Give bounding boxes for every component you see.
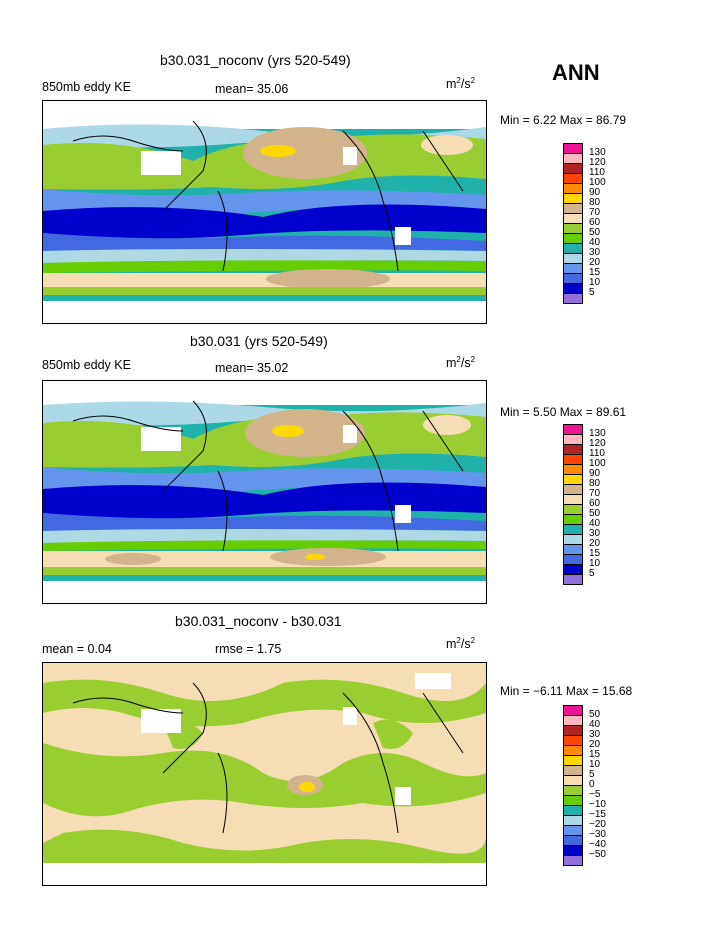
colorbar-level-label: 130 bbox=[589, 428, 606, 439]
colorbar-level-label: 10 bbox=[589, 277, 601, 288]
colorbar-level-label: 50 bbox=[589, 709, 601, 720]
colorbar-level-label: 10 bbox=[589, 759, 601, 770]
colorbar-level-label: 60 bbox=[589, 498, 601, 509]
colorbar-level-label: 30 bbox=[589, 247, 601, 258]
panel-1-title: b30.031_noconv (yrs 520-549) bbox=[160, 52, 351, 68]
colorbar-level-label: −50 bbox=[589, 849, 606, 860]
colorbar-level-label: 10 bbox=[589, 558, 601, 569]
colorbar-level-label: 0 bbox=[589, 779, 595, 790]
panel-3-minmax: Min = −6.11 Max = 15.68 bbox=[500, 684, 633, 698]
colorbar-level-label: 60 bbox=[589, 217, 601, 228]
colorbar-swatch bbox=[563, 855, 583, 866]
panel-3-units: m2/s2 bbox=[446, 636, 476, 652]
panel-3-mean-label: mean = 0.04 bbox=[42, 642, 112, 656]
colorbar-level-label: 15 bbox=[589, 749, 601, 760]
colorbar-level-label: −30 bbox=[589, 829, 606, 840]
colorbar-level-label: 70 bbox=[589, 207, 601, 218]
colorbar-level-label: 50 bbox=[589, 227, 601, 238]
panel-3-rmse-label: rmse = 1.75 bbox=[215, 642, 282, 656]
panel-2-minmax: Min = 5.50 Max = 89.61 bbox=[500, 405, 627, 419]
colorbar-level-label: 50 bbox=[589, 508, 601, 519]
colorbar-swatch bbox=[563, 574, 583, 585]
colorbar-level-label: 110 bbox=[589, 448, 605, 459]
colorbar-level-label: 20 bbox=[589, 538, 601, 549]
colorbar-level-label: 30 bbox=[589, 729, 601, 740]
colorbar-level-label: 40 bbox=[589, 518, 601, 529]
colorbar-level-label: 70 bbox=[589, 488, 601, 499]
colorbar-level-label: 5 bbox=[589, 769, 595, 780]
colorbar-level-label: 100 bbox=[589, 458, 606, 469]
colorbar-level-label: 40 bbox=[589, 237, 601, 248]
season-label: ANN bbox=[552, 60, 600, 85]
colorbar-level-label: 110 bbox=[589, 167, 605, 178]
colorbar-level-label: 20 bbox=[589, 739, 601, 750]
panel-2-variable-label: 850mb eddy KE bbox=[42, 358, 131, 372]
colorbar-level-label: 100 bbox=[589, 177, 606, 188]
colorbar-level-label: 90 bbox=[589, 468, 601, 479]
colorbar-level-label: 5 bbox=[589, 568, 595, 579]
panel-1-units: m2/s2 bbox=[446, 76, 476, 92]
colorbar-level-label: 15 bbox=[589, 267, 601, 278]
panel-1-mean-label: mean= 35.06 bbox=[215, 82, 289, 96]
colorbar-level-label: −20 bbox=[589, 819, 606, 830]
panel-1-map bbox=[42, 100, 487, 324]
colorbar-level-label: 120 bbox=[589, 438, 606, 449]
panel-3-title: b30.031_noconv - b30.031 bbox=[175, 613, 342, 629]
panel-1-minmax: Min = 6.22 Max = 86.79 bbox=[500, 113, 627, 127]
colorbar-level-label: 20 bbox=[589, 257, 601, 268]
colorbar-level-label: 30 bbox=[589, 528, 601, 539]
panel-2-title: b30.031 (yrs 520-549) bbox=[190, 333, 328, 349]
colorbar-level-label: 5 bbox=[589, 287, 595, 298]
colorbar-swatch bbox=[563, 293, 583, 304]
colorbar-level-label: 80 bbox=[589, 197, 601, 208]
panel-2-units: m2/s2 bbox=[446, 355, 476, 371]
colorbar-level-label: 130 bbox=[589, 147, 606, 158]
colorbar-level-label: −10 bbox=[589, 799, 606, 810]
colorbar-level-label: −5 bbox=[589, 789, 601, 800]
colorbar-level-label: 90 bbox=[589, 187, 601, 198]
colorbar-level-label: 120 bbox=[589, 157, 606, 168]
colorbar-level-label: −15 bbox=[589, 809, 606, 820]
colorbar-level-label: 80 bbox=[589, 478, 601, 489]
colorbar-level-label: −40 bbox=[589, 839, 606, 850]
panel-3-map bbox=[42, 662, 487, 886]
colorbar-level-label: 40 bbox=[589, 719, 601, 730]
colorbar-level-label: 15 bbox=[589, 548, 601, 559]
panel-2-mean-label: mean= 35.02 bbox=[215, 361, 289, 375]
panel-2-map bbox=[42, 380, 487, 604]
panel-1-variable-label: 850mb eddy KE bbox=[42, 80, 131, 94]
